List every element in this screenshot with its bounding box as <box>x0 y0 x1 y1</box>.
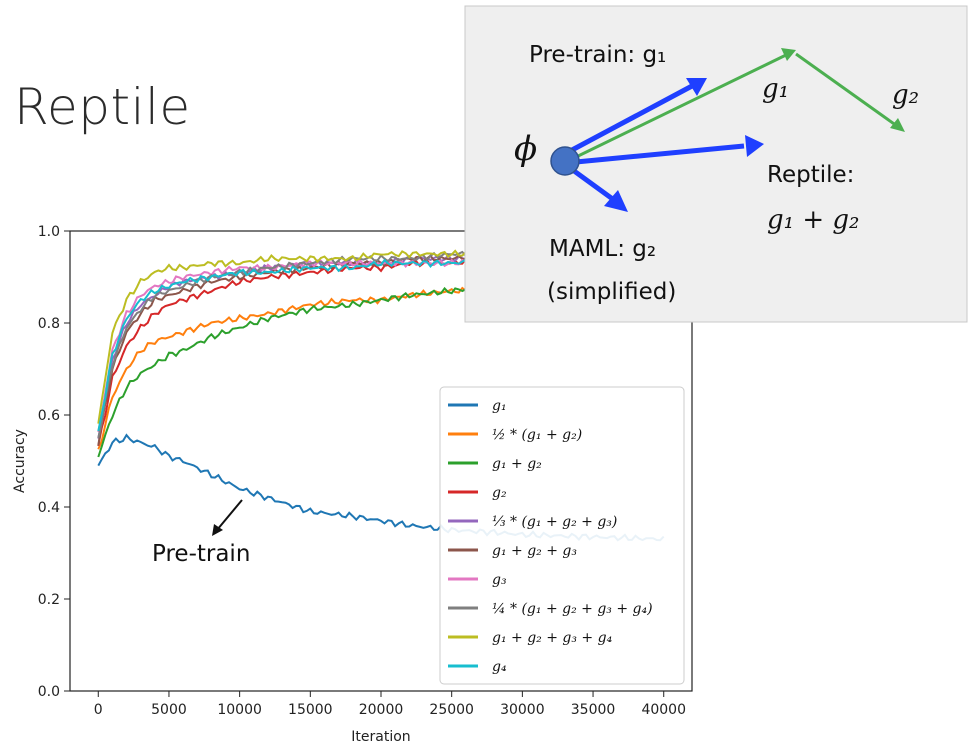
maml-note: (simplified) <box>547 279 676 305</box>
y-tick-label: 0.0 <box>38 684 60 700</box>
y-tick-label: 0.2 <box>38 592 60 608</box>
x-tick-label: 10000 <box>217 702 262 718</box>
annotation-arrow <box>216 499 243 531</box>
x-tick-label: 25000 <box>429 702 474 718</box>
blue-arrowhead-pretrain <box>686 78 707 96</box>
annotation-arrowhead <box>212 524 223 536</box>
x-tick-label: 35000 <box>571 702 616 718</box>
x-tick-label: 0 <box>94 702 103 718</box>
legend-label-third123: ⅓ * (g₁ + g₂ + g₃) <box>492 514 617 530</box>
reptile-label: Reptile: <box>767 162 854 188</box>
x-tick-label: 5000 <box>151 702 187 718</box>
legend-label-sum12: g₁ + g₂ <box>492 456 542 472</box>
legend-label-sum1234: g₁ + g₂ + g₃ + g₄ <box>492 630 613 646</box>
blue-arrowhead-reptile <box>745 135 764 157</box>
legend-label-g2: g₂ <box>492 485 507 501</box>
phi-symbol: ϕ <box>514 129 537 169</box>
legend-label-g1: g₁ <box>492 398 507 414</box>
legend-label-half12: ½ * (g₁ + g₂) <box>492 427 582 443</box>
x-tick-label: 30000 <box>500 702 545 718</box>
phi-node <box>550 146 580 176</box>
y-tick-label: 0.6 <box>38 408 60 424</box>
y-tick-label: 1.0 <box>38 224 60 240</box>
g1-label: g₁ <box>762 74 789 104</box>
blue-arrow-maml <box>568 165 616 203</box>
legend-label-sum123: g₁ + g₂ + g₃ <box>492 543 577 559</box>
legend-label-g4: g₄ <box>492 659 507 675</box>
y-axis-title: Accuracy <box>12 429 28 493</box>
green-arrowhead-g2 <box>890 118 905 132</box>
y-tick-label: 0.4 <box>38 500 60 516</box>
x-axis-ticks: 0 5000 10000 15000 20000 25000 30000 35000 40000 <box>94 691 686 718</box>
legend: g₁ ½ * (g₁ + g₂) g₁ + g₂ g₂ ⅓ * (g₁ + g₂ + g… <box>439 386 685 685</box>
x-tick-label: 15000 <box>288 702 333 718</box>
maml-label: MAML: g₂ <box>549 236 656 262</box>
y-axis-ticks: 0.0 0.2 0.4 0.6 0.8 1.0 <box>38 224 70 700</box>
y-tick-label: 0.8 <box>38 316 60 332</box>
g2-label: g₂ <box>892 80 919 110</box>
x-tick-label: 20000 <box>359 702 404 718</box>
legend-label-quarter1234: ¼ * (g₁ + g₂ + g₃ + g₄) <box>492 601 653 617</box>
slide-title: Reptile <box>14 78 191 136</box>
blue-arrow-reptile <box>575 143 745 165</box>
pretrain-annotation: Pre-train <box>152 499 250 567</box>
x-tick-label: 40000 <box>641 702 686 718</box>
green-arrow-g1 <box>573 53 787 160</box>
green-arrow-g2 <box>795 52 898 128</box>
green-arrowhead-g1 <box>781 48 796 61</box>
pretrain-label: Pre-train: g₁ <box>529 42 666 68</box>
blue-arrow-pretrain <box>570 83 694 153</box>
concept-diagram: ϕ Pre-train: g₁ g₁ g₂ Reptile: g₁ + g₂ M… <box>464 5 968 323</box>
legend-box <box>439 386 685 685</box>
reptile-formula: g₁ + g₂ <box>767 205 859 235</box>
legend-label-g3: g₃ <box>492 572 507 588</box>
diagram-panel <box>464 5 968 323</box>
blue-arrowhead-maml <box>604 190 628 212</box>
annotation-label: Pre-train <box>152 541 250 567</box>
x-axis-title: Iteration <box>351 729 410 745</box>
